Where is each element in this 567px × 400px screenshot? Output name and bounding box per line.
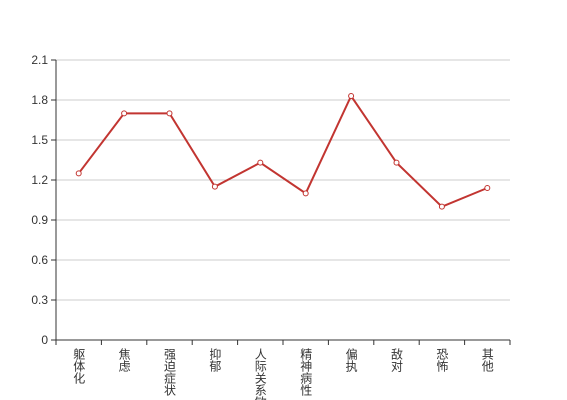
point <box>166 110 173 117</box>
x-tick-label: 强迫症状 <box>163 348 177 396</box>
x-tick-label: 其他 <box>480 348 494 372</box>
y-tick-label: 0.3 <box>31 293 48 307</box>
y-tick-label: 2.1 <box>31 53 48 67</box>
y-tick-label: 1.5 <box>31 133 48 147</box>
y-tick-label: 1.2 <box>31 173 48 187</box>
point <box>484 185 491 191</box>
x-tick-label: 敌对 <box>390 347 404 372</box>
y-tick-label: 1.8 <box>31 93 48 107</box>
point <box>75 170 82 177</box>
x-tick-label: 躯体化 <box>72 347 86 385</box>
point <box>211 183 218 190</box>
x-tick-label: 精神病性 <box>299 348 313 397</box>
point <box>302 190 309 197</box>
x-tick-label: 人际关系敏感 <box>253 348 267 400</box>
x-tick-label: 焦虑 <box>117 348 131 372</box>
point <box>348 93 355 99</box>
line <box>77 93 488 208</box>
point <box>438 203 445 210</box>
x-tick-label: 恐怖 <box>435 348 449 372</box>
y-tick-label: 0.6 <box>31 253 48 267</box>
x-tick-label: 偏执 <box>344 347 358 373</box>
y-tick-label: 0 <box>41 333 48 347</box>
x-tick-label: 抑郁 <box>208 347 222 373</box>
point <box>257 159 264 166</box>
point <box>121 110 128 117</box>
point <box>393 159 400 166</box>
y-tick-label: 0.9 <box>31 213 48 227</box>
